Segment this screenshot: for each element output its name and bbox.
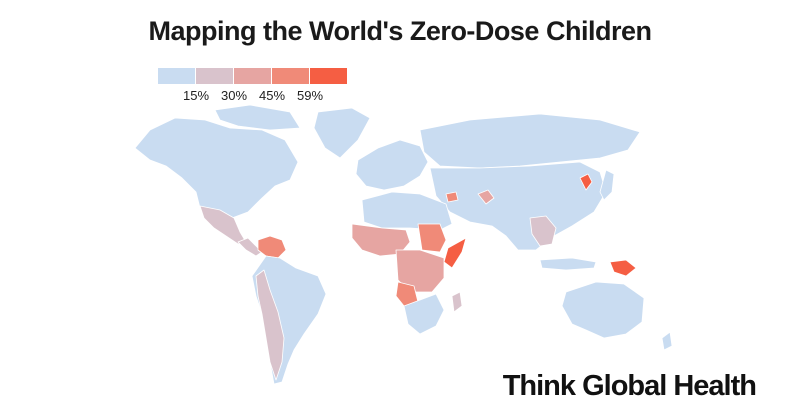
region-north-asia [419, 113, 641, 169]
region-southeast-asia [529, 215, 557, 247]
region-arctic-islands [214, 104, 301, 131]
region-sudan [417, 223, 447, 253]
region-madagascar [451, 291, 463, 313]
region-andes [255, 269, 285, 381]
region-papua-new-guinea [609, 259, 637, 277]
legend-swatch [272, 68, 309, 84]
region-australia [561, 281, 645, 339]
region-afghanistan [477, 189, 495, 205]
legend-swatch [196, 68, 233, 84]
legend-color-bar [158, 68, 348, 84]
region-new-zealand [661, 331, 673, 351]
region-japan [599, 169, 615, 201]
legend-swatch [310, 68, 347, 84]
region-asia [429, 161, 607, 251]
legend-swatch [158, 68, 195, 84]
region-somalia [443, 237, 467, 269]
legend-label: 15% [182, 88, 210, 103]
legend-swatch [234, 68, 271, 84]
legend-label: 30% [220, 88, 248, 103]
region-central-africa [395, 249, 445, 293]
region-greenland [313, 107, 371, 159]
region-indonesia [539, 257, 597, 271]
region-north-korea [579, 173, 593, 191]
region-southern-africa [403, 293, 445, 335]
region-europe [355, 139, 429, 191]
region-yemen [445, 191, 459, 203]
legend-label: 45% [258, 88, 286, 103]
legend-label: 59% [296, 88, 324, 103]
map-legend: 15% 30% 45% 59% [158, 68, 348, 106]
brand-logo-text: Think Global Health [502, 370, 757, 402]
region-north-africa [361, 191, 453, 231]
region-venezuela [257, 235, 287, 259]
world-choropleth-map [134, 104, 673, 385]
page-title: Mapping the World's Zero-Dose Children [148, 16, 652, 46]
region-north-america [134, 117, 299, 219]
